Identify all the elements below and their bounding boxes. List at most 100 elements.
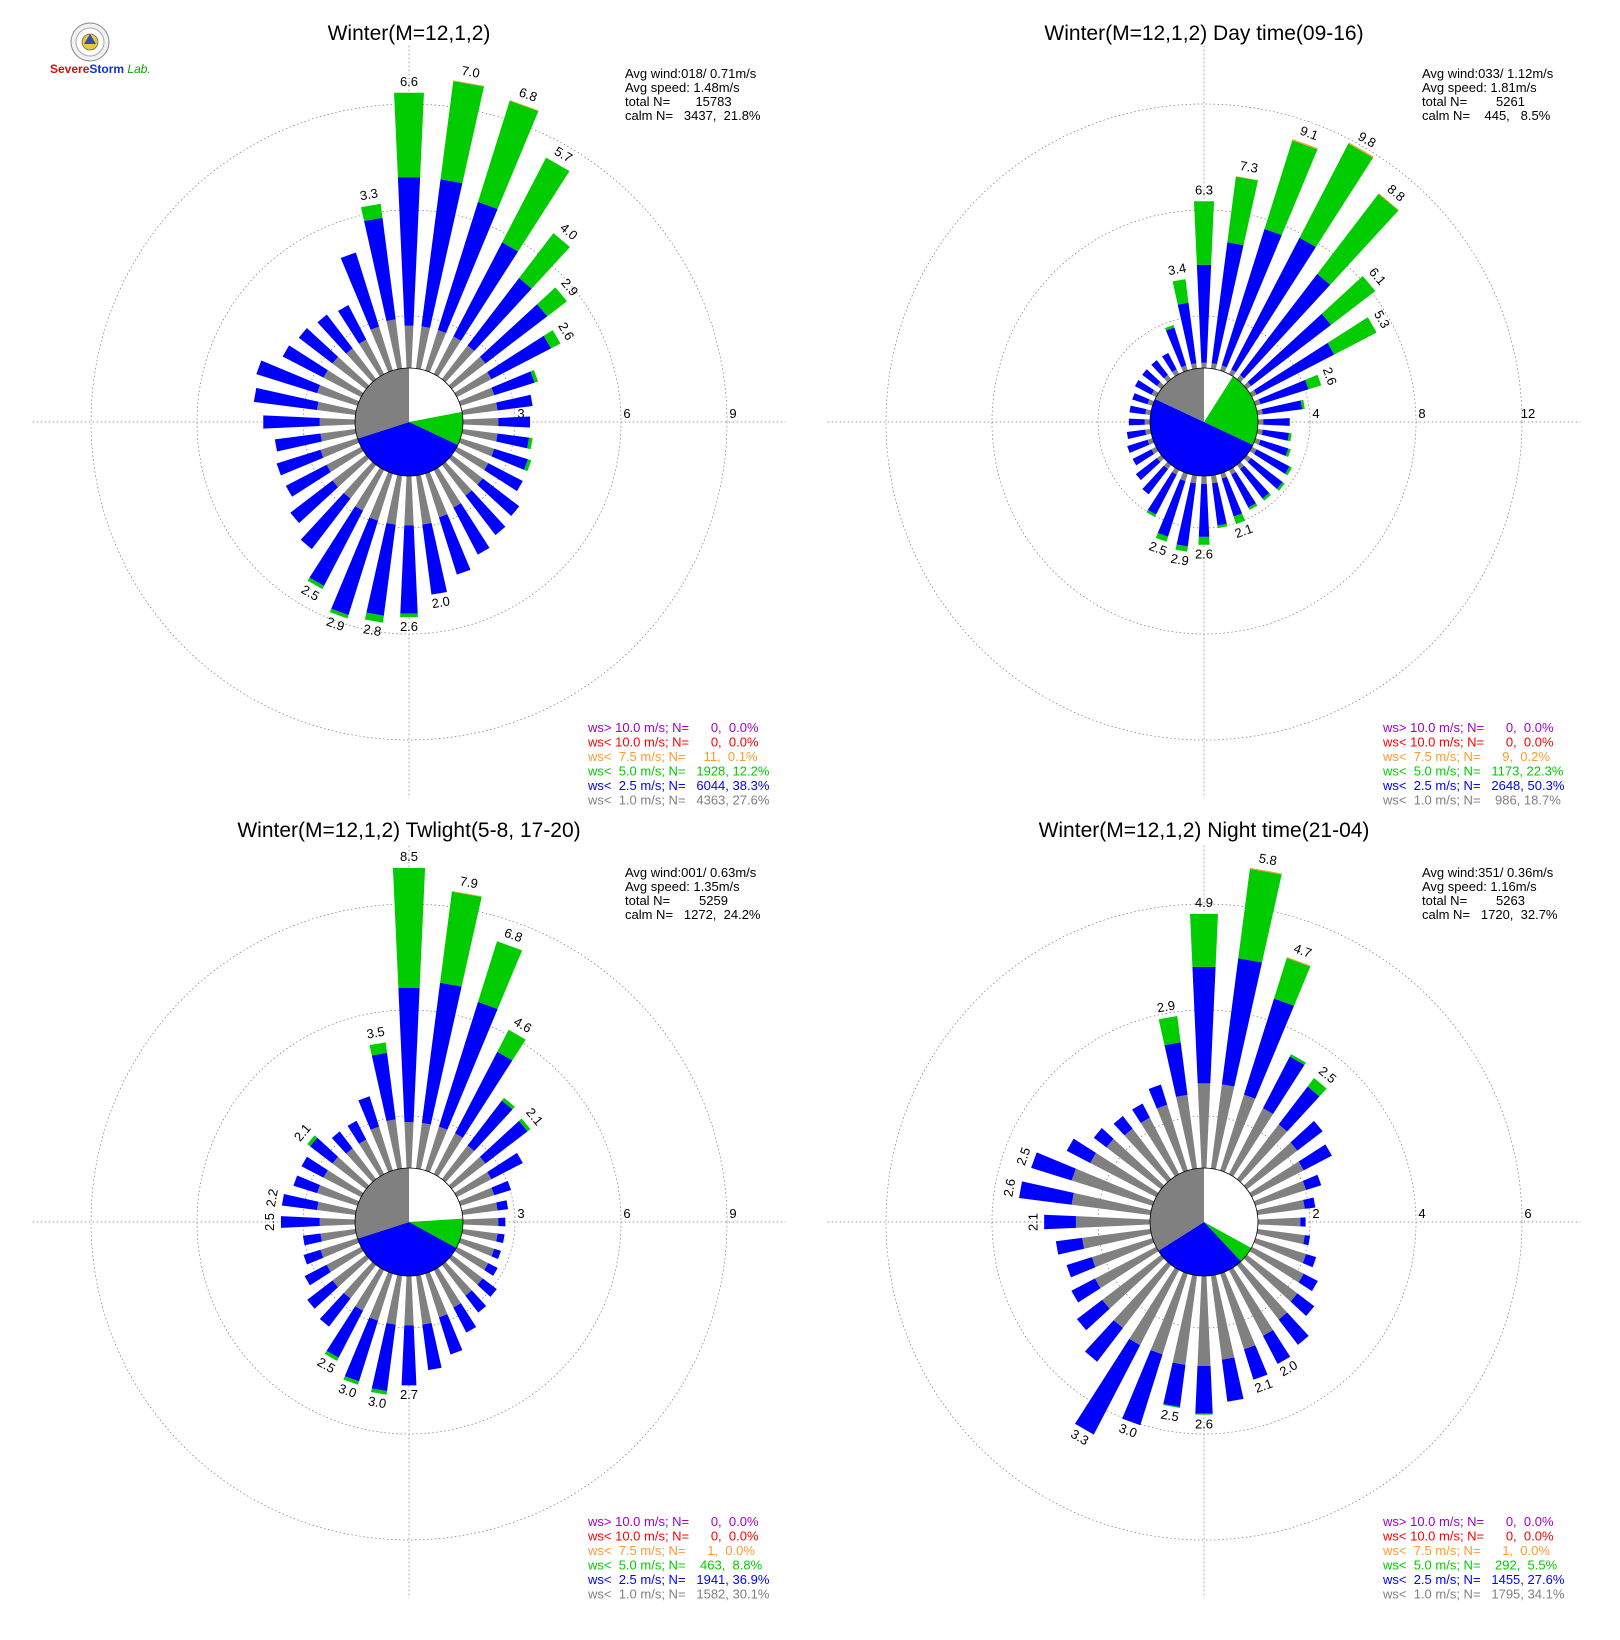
bar-gray <box>1249 1161 1304 1198</box>
bar-green <box>1300 399 1305 410</box>
bar-blue <box>282 345 328 378</box>
bar-green <box>1195 1413 1213 1415</box>
inner-pie-gray <box>355 1168 409 1239</box>
legend-entry: ws< 10.0 m/s; N= 0, 0.0% <box>587 1529 759 1544</box>
bar-gray <box>433 1133 463 1177</box>
bar-value-label: 2.6 <box>1320 365 1340 387</box>
bar-gray <box>415 326 431 370</box>
bar-gray <box>370 1126 393 1173</box>
bar-blue <box>1135 458 1161 481</box>
legend-entry: ws< 1.0 m/s; N= 4363, 27.6% <box>587 793 770 808</box>
grid-ring <box>1097 315 1311 529</box>
bar-gray <box>355 1267 385 1311</box>
bar-blue <box>1298 1273 1318 1292</box>
bar-value-label: 3.0 <box>1117 1420 1139 1440</box>
inner-pie-green <box>409 1218 463 1249</box>
bar-gray <box>454 446 489 471</box>
stats-line: calm N= 1272, 24.2% <box>625 907 761 922</box>
bar-green <box>477 941 523 1010</box>
bar-blue <box>1132 393 1150 405</box>
bar-blue <box>302 1233 322 1246</box>
bar-green <box>329 608 349 619</box>
bar-green <box>1198 536 1210 545</box>
bar-blue <box>467 1100 513 1152</box>
bar-gray <box>1257 419 1264 425</box>
bar-gray <box>319 417 356 427</box>
bar-value-label: 2.5 <box>1013 1145 1033 1167</box>
bar-blue <box>438 514 471 575</box>
bar-value-label: 2.5 <box>262 1213 277 1231</box>
bar-orange <box>453 80 485 87</box>
bar-gray <box>415 1274 432 1325</box>
bar-blue <box>1247 458 1283 490</box>
legend-entry: ws< 1.0 m/s; N= 1582, 30.1% <box>587 1587 770 1602</box>
bar-blue <box>1084 1320 1123 1362</box>
bar-green <box>1276 482 1285 491</box>
bar-value-label: 2.1 <box>1233 521 1255 541</box>
bar-gray <box>346 1148 377 1183</box>
bar-green <box>518 1118 531 1132</box>
bar-gray <box>1253 1238 1307 1264</box>
bar-value-label: 3.4 <box>1167 260 1187 278</box>
stats-line: Avg speed: 1.16m/s <box>1422 879 1537 894</box>
legend-entry: ws< 10.0 m/s; N= 0, 0.0% <box>1382 1529 1554 1544</box>
bar-green <box>1317 193 1399 285</box>
bar-orange <box>451 890 482 897</box>
bar-gray <box>1091 1238 1155 1268</box>
bar-blue <box>263 415 320 429</box>
bar-gray <box>1145 409 1152 416</box>
wind-rose-panel-2: 4 8 126.37.39.1 9.88.86.15.32.62.12.62.92.5… <box>827 22 1581 808</box>
bar-green <box>1172 279 1189 305</box>
bar-blue <box>344 1317 379 1382</box>
bar-blue <box>1157 479 1186 537</box>
bar-blue <box>1262 1056 1305 1114</box>
legend-entry: ws< 7.5 m/s; N= 9, 0.2% <box>1382 749 1550 764</box>
bar-gray <box>425 1126 448 1173</box>
bar-gray <box>1220 1094 1256 1173</box>
bar-gray <box>1102 1254 1165 1309</box>
bar-blue <box>1258 379 1309 405</box>
bar-gray <box>1243 1254 1298 1302</box>
lab-seal-icon <box>70 22 110 62</box>
bar-gray <box>1180 471 1188 482</box>
bar-gray <box>454 1246 489 1271</box>
bar-blue <box>371 1322 396 1392</box>
bar-green <box>501 1097 515 1110</box>
stats-line: Avg wind:001/ 0.63m/s <box>625 865 757 880</box>
bar-blue <box>498 1217 506 1227</box>
bar-blue <box>487 1152 523 1180</box>
bar-blue <box>496 1200 509 1211</box>
bar-green <box>1163 1404 1180 1408</box>
bar-gray <box>1144 419 1151 425</box>
bar-blue <box>453 1303 477 1333</box>
bar-gray <box>461 428 498 442</box>
bar-gray <box>316 401 357 416</box>
bar-blue <box>304 1264 331 1286</box>
bar-blue <box>1132 449 1155 466</box>
bar-green <box>364 612 384 623</box>
stats-line: Avg speed: 1.48m/s <box>625 80 740 95</box>
bar-blue <box>465 490 506 536</box>
bar-gray <box>1145 428 1152 435</box>
inner-pie-outline <box>1149 367 1259 477</box>
bar-gray <box>1147 399 1155 406</box>
bar-green <box>530 370 539 383</box>
bar-blue <box>303 1249 324 1265</box>
stats-line: Avg wind:351/ 0.36m/s <box>1422 865 1554 880</box>
bar-blue <box>1261 429 1290 441</box>
legend-entry: ws< 7.5 m/s; N= 11, 0.1% <box>587 749 758 764</box>
bar-gray <box>1172 1274 1198 1365</box>
bar-blue <box>1263 418 1290 426</box>
bar-blue <box>256 360 321 394</box>
bar-green <box>1274 958 1311 1006</box>
bar-gray <box>458 438 495 457</box>
bar-gray <box>1071 1168 1155 1206</box>
bar-gray <box>1210 1084 1235 1170</box>
bar-blue <box>253 387 319 411</box>
bar-green <box>1285 448 1291 458</box>
bar-gray <box>433 1267 461 1308</box>
bar-gray <box>358 1139 385 1177</box>
bar-blue <box>1132 1103 1150 1123</box>
bar-blue <box>1147 471 1177 515</box>
ring-label: 4 <box>1418 1206 1425 1221</box>
